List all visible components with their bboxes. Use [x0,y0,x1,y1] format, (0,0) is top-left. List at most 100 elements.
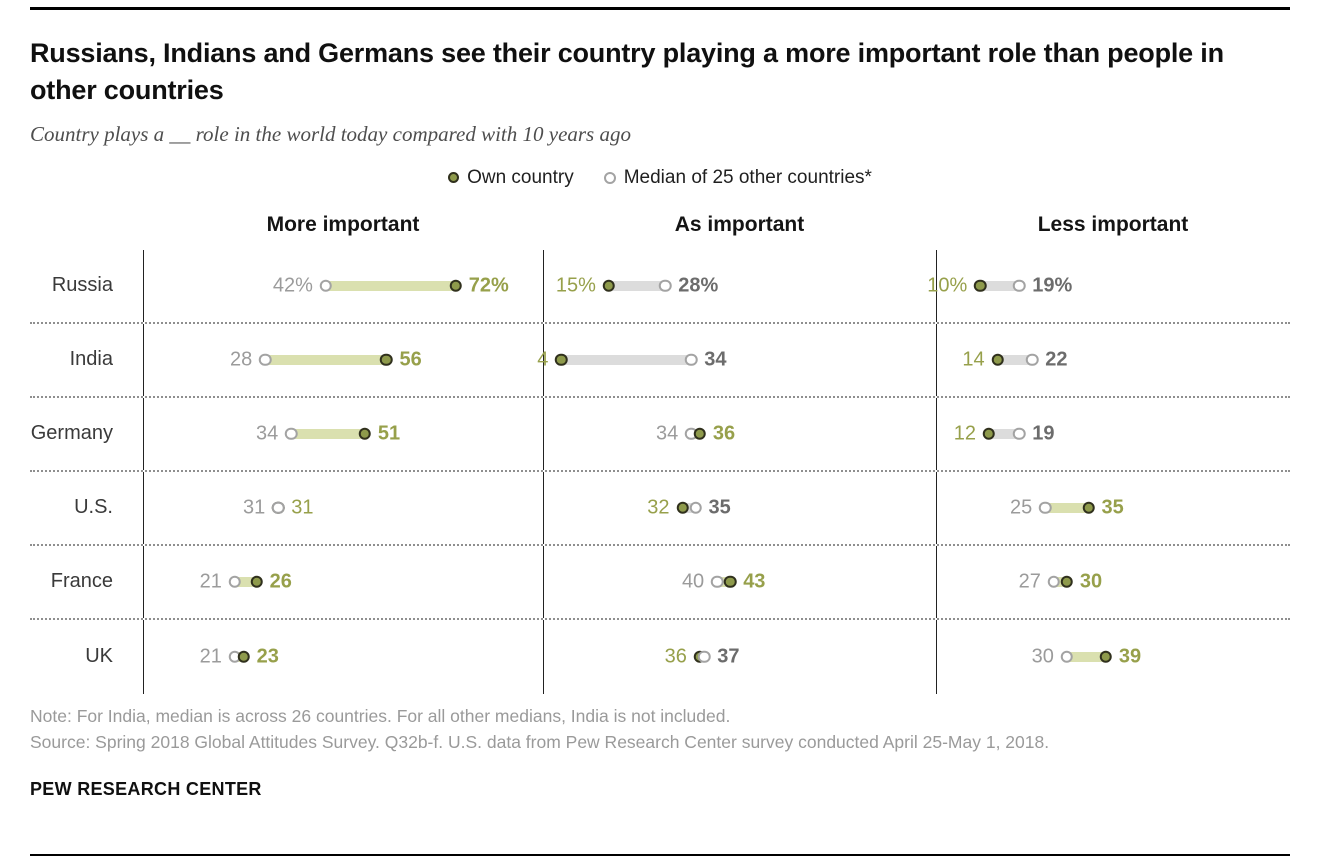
connector-bar [1053,576,1067,587]
legend-own-label: Own country [467,166,574,188]
connector-bar [1045,502,1089,513]
median-dot [258,353,272,367]
median-value-label: 27 [1018,570,1041,593]
panel-cell: 21 26 [143,545,543,618]
median-dot [228,575,242,589]
own-value-label: 36 [712,422,736,445]
own-country-dot [449,279,462,293]
table-row: U.S. 31 31 32 35 25 35 [30,471,1290,546]
table-row: India 28 56 4 34 14 22 [30,323,1290,398]
own-value-label: 26 [269,570,292,593]
own-value-label: 10% [927,274,968,297]
source-text: Source: Spring 2018 Global Attitudes Sur… [30,732,1050,753]
median-value-label: 37 [717,645,740,668]
median-value-label: 22 [1045,348,1068,371]
connector-bar [1066,651,1106,662]
row-label-country: Germany [30,422,113,445]
own-country-dot [693,427,707,441]
panel-cell: 28 56 [143,323,543,396]
median-dot [684,353,698,367]
median-value-label: 42% [272,274,313,297]
median-value-label: 21 [199,645,222,668]
own-value-label: 32 [647,496,670,519]
median-value-label: 30 [1031,645,1054,668]
median-dot [697,650,711,664]
note-text: Note: For India, median is across 26 cou… [30,705,731,726]
median-value-label: 21 [199,570,222,593]
own-country-dot [380,353,393,367]
legend-median-label: Median of 25 other countries* [623,166,872,188]
own-country-dot [237,650,250,664]
own-value-label: 51 [377,422,401,445]
panel-cell: 21 23 [143,619,543,694]
panel-cell: 30 39 [936,619,1290,694]
own-country-dot [602,279,616,293]
median-value-label: 40 [681,570,705,593]
connector-bar [561,354,692,365]
connector-bar [682,502,696,513]
median-value-label: 35 [708,496,731,519]
median-value-label: 28 [229,348,253,371]
panel-cell: 31 31 [143,471,543,544]
own-value-label: 4 [537,348,549,371]
row-label-country: UK [85,645,113,668]
table-row: Germany 34 51 34 36 12 19 [30,397,1290,472]
row-label-country: France [50,570,113,593]
median-dot [1039,501,1052,515]
panel-cell: 36 37 [543,619,936,694]
own-country-dot [555,353,568,367]
header-spacer [30,213,143,237]
own-value-label: 72% [468,274,509,297]
median-value-label: 19 [1032,422,1055,445]
median-dot [1013,279,1026,293]
own-value-label: 35 [1101,496,1124,519]
legend: Own country Median of 25 other countries… [30,167,1290,189]
own-country-dot [723,575,737,589]
panel-cell: 34 51 [143,397,543,470]
median-value-label: 34 [255,422,279,445]
median-dot [689,501,702,515]
panel-cell: 40 43 [543,545,936,618]
connector-bar [265,354,387,365]
own-value-label: 31 [291,496,314,519]
median-value-label: 19% [1032,274,1073,297]
legend-item-median: Median of 25 other countries* [603,166,872,189]
column-header-more-important: More important [266,212,420,236]
median-value-label: 34 [655,422,679,445]
median-dot [271,501,285,515]
connector-bar [325,280,456,291]
top-border [30,7,1290,10]
median-value-label: 34 [704,348,727,371]
column-header-as-important: As important [674,212,805,236]
panel-cell: 25 35 [936,471,1290,544]
own-value-label: 43 [743,570,766,593]
own-country-dot [1082,501,1095,515]
median-value-label: 28% [678,274,719,297]
connector-bar [980,280,1020,291]
own-value-label: 23 [256,645,279,668]
own-country-dot [991,353,1004,367]
row-label-country: U.S. [74,496,113,519]
own-value-label: 36 [664,645,687,668]
own-value-label: 15% [555,274,596,297]
column-header-less-important: Less important [1037,212,1189,236]
median-dot [1013,427,1026,441]
panel-cell: 14 22 [936,323,1290,396]
row-label-country: Russia [51,274,113,297]
own-value-label: 14 [962,348,985,371]
bottom-border [30,854,1290,856]
median-value-label: 31 [242,496,266,519]
own-value-label: 56 [399,348,422,371]
chart-subtitle: Country plays a __ role in the world tod… [30,121,631,146]
connector-bar [291,428,365,439]
own-value-label: 12 [953,422,976,445]
own-country-dot [982,427,996,441]
panel-cell: 27 30 [936,545,1290,618]
median-dot [1026,353,1039,367]
table-row: France 21 26 40 43 27 30 [30,545,1290,620]
median-dot [1047,575,1061,589]
legend-item-own-country: Own country [448,167,574,189]
table-row: UK 21 23 36 37 30 39 [30,619,1290,694]
connector-bar [997,354,1033,365]
own-country-dot [1099,650,1113,664]
